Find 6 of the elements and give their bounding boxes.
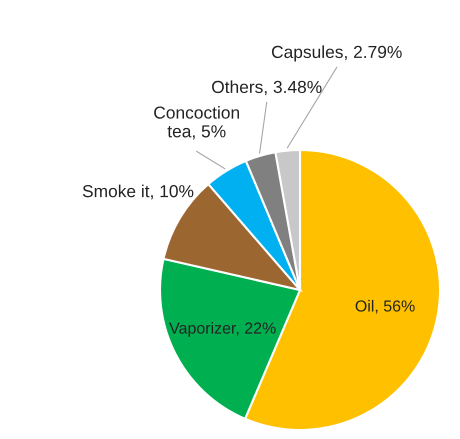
- slice-label: Oil, 56%: [356, 300, 415, 314]
- slice-label: Vaporizer, 22%: [169, 322, 276, 337]
- slice-label: Concoction tea, 5%: [154, 106, 240, 140]
- slice-label: Others, 3.48%: [212, 80, 322, 96]
- slice-label: Capsules, 2.79%: [272, 45, 402, 62]
- slice-label: Smoke it, 10%: [82, 184, 194, 200]
